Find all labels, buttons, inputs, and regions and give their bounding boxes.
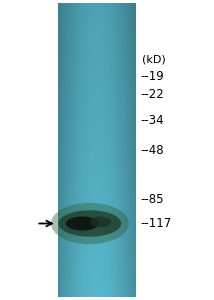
Ellipse shape (58, 210, 121, 237)
Ellipse shape (51, 203, 129, 244)
Text: --85: --85 (140, 193, 164, 206)
Text: --48: --48 (140, 143, 164, 157)
Text: --22: --22 (140, 88, 164, 101)
Ellipse shape (90, 217, 111, 227)
Text: --117: --117 (140, 217, 171, 230)
Text: (kD): (kD) (142, 55, 166, 65)
Text: --19: --19 (140, 70, 164, 83)
Ellipse shape (66, 217, 99, 230)
Text: --34: --34 (140, 113, 164, 127)
